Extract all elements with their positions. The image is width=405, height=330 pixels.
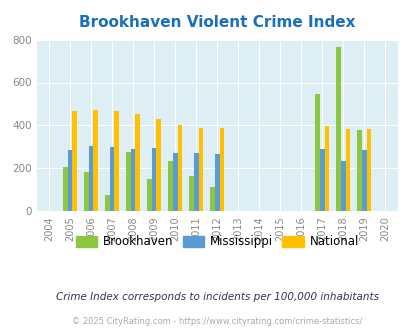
Bar — [130, 149, 135, 211]
Bar — [315, 94, 319, 211]
Bar — [89, 146, 93, 211]
Bar — [156, 119, 161, 211]
Bar — [361, 150, 366, 211]
Bar — [93, 110, 98, 211]
Bar — [147, 180, 151, 211]
Bar — [173, 153, 177, 211]
Bar — [110, 147, 114, 211]
Bar — [177, 125, 182, 211]
Bar — [168, 161, 173, 211]
Bar — [366, 129, 370, 211]
Text: Crime Index corresponds to incidents per 100,000 inhabitants: Crime Index corresponds to incidents per… — [55, 292, 378, 302]
Bar — [63, 167, 68, 211]
Legend: Brookhaven, Mississippi, National: Brookhaven, Mississippi, National — [70, 231, 363, 253]
Bar — [151, 148, 156, 211]
Bar — [105, 195, 110, 211]
Bar — [68, 150, 72, 211]
Bar — [194, 153, 198, 211]
Text: © 2025 CityRating.com - https://www.cityrating.com/crime-statistics/: © 2025 CityRating.com - https://www.city… — [72, 317, 362, 326]
Text: Brookhaven Violent Crime Index: Brookhaven Violent Crime Index — [79, 15, 355, 30]
Bar — [345, 129, 350, 211]
Bar — [114, 111, 119, 211]
Bar — [319, 149, 324, 211]
Bar — [340, 161, 345, 211]
Bar — [356, 130, 361, 211]
Bar — [126, 152, 130, 211]
Bar — [84, 172, 89, 211]
Bar — [335, 47, 340, 211]
Bar — [72, 111, 77, 211]
Bar — [210, 187, 214, 211]
Bar — [189, 176, 194, 211]
Bar — [135, 114, 140, 211]
Bar — [214, 154, 219, 211]
Bar — [198, 128, 202, 211]
Bar — [324, 126, 328, 211]
Bar — [219, 128, 224, 211]
